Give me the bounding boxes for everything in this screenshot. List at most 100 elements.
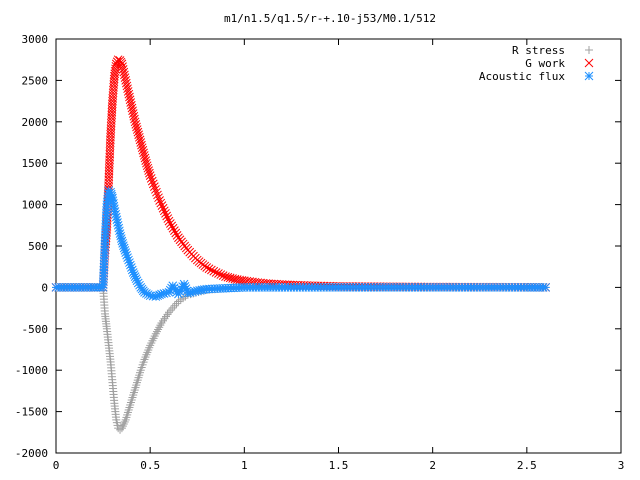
data-point bbox=[151, 329, 160, 338]
data-point bbox=[121, 76, 131, 85]
x-tick-label: 2 bbox=[429, 459, 436, 472]
data-point bbox=[129, 111, 139, 121]
y-tick-labels: -2000 -1500 -1000 -500 0 500 1000 1500 2000 2500 3… bbox=[15, 33, 48, 460]
data-point bbox=[541, 283, 551, 292]
data-point bbox=[159, 206, 169, 216]
x-tick-label: 0.5 bbox=[140, 459, 160, 472]
y-tick-label: 3000 bbox=[22, 33, 49, 46]
data-point bbox=[131, 120, 141, 129]
data-point bbox=[122, 81, 132, 91]
data-point bbox=[139, 151, 149, 160]
x-tick-label: 1 bbox=[241, 459, 248, 472]
data-point bbox=[204, 264, 214, 274]
data-point bbox=[167, 221, 177, 231]
data-point bbox=[168, 223, 178, 233]
data-point bbox=[207, 265, 216, 275]
y-tick-label: 500 bbox=[28, 240, 48, 253]
data-point bbox=[152, 327, 161, 336]
data-point bbox=[130, 117, 140, 127]
data-point bbox=[135, 135, 145, 145]
data-point bbox=[211, 268, 221, 277]
data-point bbox=[164, 216, 174, 226]
x-tick-label: 2.5 bbox=[517, 459, 537, 472]
data-point bbox=[152, 187, 161, 197]
data-point bbox=[155, 196, 164, 205]
data-point bbox=[162, 211, 171, 221]
data-point bbox=[149, 182, 159, 192]
data-point bbox=[141, 156, 151, 165]
y-tick-label: 1500 bbox=[22, 157, 49, 170]
data-point bbox=[160, 314, 169, 323]
data-point bbox=[151, 185, 160, 194]
x-tick-label: 1.5 bbox=[329, 459, 349, 472]
data-point bbox=[134, 132, 144, 142]
data-point bbox=[145, 168, 154, 178]
data-point bbox=[132, 125, 142, 134]
data-point bbox=[123, 84, 132, 94]
legend-label: R stress bbox=[512, 44, 565, 57]
series-acoustic-flux bbox=[51, 186, 551, 301]
plot-frame bbox=[55, 38, 622, 454]
data-point bbox=[134, 130, 143, 140]
data-point bbox=[145, 171, 155, 180]
data-point bbox=[214, 269, 223, 278]
legend-marker bbox=[584, 58, 594, 68]
y-tick-label: 0 bbox=[41, 281, 48, 294]
data-point bbox=[154, 325, 163, 334]
data-point bbox=[161, 312, 170, 321]
x-tick-label: 0 bbox=[53, 459, 60, 472]
data-point bbox=[170, 226, 179, 235]
data-point bbox=[142, 158, 151, 168]
legend-label: G work bbox=[525, 57, 565, 70]
legend-label: Acoustic flux bbox=[479, 70, 565, 83]
data-point bbox=[172, 299, 181, 308]
data-point bbox=[119, 420, 128, 429]
data-point bbox=[157, 319, 166, 328]
data-point bbox=[157, 201, 167, 210]
y-tick-label: -1500 bbox=[15, 406, 48, 419]
data-point bbox=[118, 65, 128, 74]
data-point bbox=[124, 89, 134, 99]
data-point bbox=[216, 270, 226, 279]
data-point bbox=[156, 321, 165, 330]
legend-marker bbox=[585, 46, 593, 54]
x-tick-label: 3 bbox=[618, 459, 625, 472]
data-point bbox=[138, 145, 148, 155]
data-point bbox=[172, 231, 182, 240]
data-point bbox=[123, 87, 133, 96]
data-point bbox=[128, 109, 138, 118]
y-tick-label: 2000 bbox=[22, 116, 49, 129]
x-tick-labels: 0 0.5 1 1.5 2 2.5 3 bbox=[53, 459, 625, 472]
data-point bbox=[144, 166, 154, 176]
data-point bbox=[137, 140, 146, 150]
data-point bbox=[125, 95, 135, 105]
data-point bbox=[117, 424, 126, 433]
y-tick-label: -1000 bbox=[15, 364, 48, 377]
data-point bbox=[147, 176, 157, 186]
data-point bbox=[139, 148, 148, 158]
data-point bbox=[136, 138, 146, 147]
data-point bbox=[120, 70, 129, 80]
series-r-stress bbox=[52, 283, 550, 434]
data-point bbox=[126, 98, 136, 107]
data-point bbox=[202, 263, 212, 272]
data-points bbox=[51, 55, 551, 434]
data-point bbox=[218, 271, 228, 280]
data-point bbox=[140, 153, 150, 163]
data-point bbox=[165, 308, 173, 317]
data-point bbox=[156, 198, 166, 208]
chart-title: m1/n1.5/q1.5/r-+.10-j53/M0.1/512 bbox=[224, 12, 436, 25]
data-point bbox=[170, 301, 179, 310]
data-point bbox=[132, 122, 141, 132]
ticks bbox=[55, 38, 622, 454]
data-point bbox=[120, 417, 129, 426]
data-point bbox=[118, 62, 127, 71]
data-point bbox=[168, 303, 177, 312]
data-point bbox=[161, 209, 170, 218]
data-point bbox=[125, 92, 134, 102]
data-point bbox=[133, 127, 143, 137]
data-point bbox=[130, 114, 139, 124]
y-tick-label: 1000 bbox=[22, 199, 49, 212]
